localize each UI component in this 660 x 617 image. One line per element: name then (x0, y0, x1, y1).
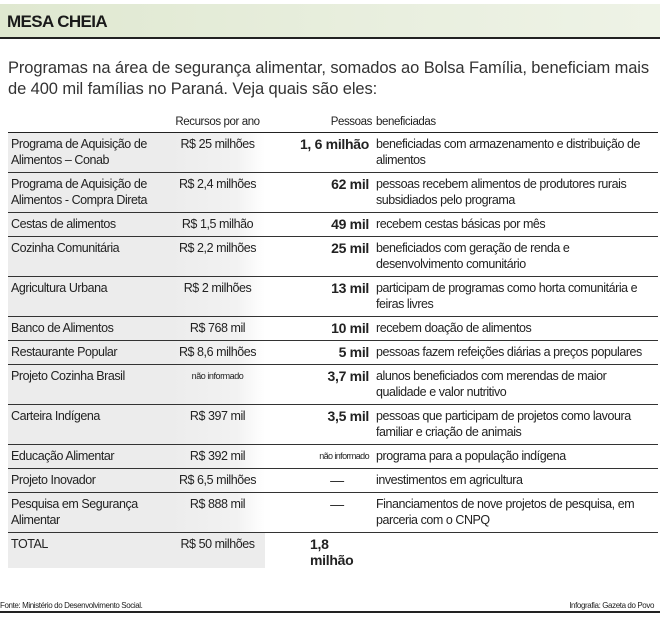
resources-cell: R$ 1,5 milhão (170, 213, 265, 236)
program-cell: Programa de Aquisição de Alimentos – Con… (8, 133, 170, 172)
program-cell: Cestas de alimentos (8, 213, 170, 236)
credit-note: Infografia: Gazeta do Povo (569, 601, 654, 610)
description-cell: Financiamentos de nove projetos de pesqu… (376, 497, 635, 527)
people-cell: — (330, 496, 344, 512)
total-resources: R$ 50 milhões (170, 533, 265, 568)
people-cell: 25 mil (331, 240, 369, 256)
description-cell: participam de programas como horta comun… (376, 281, 638, 311)
resources-cell: R$ 888 mil (170, 493, 265, 532)
people-cell: 49 mil (331, 216, 369, 232)
description-cell: investimentos em agricultura (376, 473, 523, 487)
description-cell: recebem cestas básicas por mês (376, 217, 546, 231)
program-cell: Projeto Inovador (8, 469, 170, 492)
resources-cell: R$ 768 mil (170, 317, 265, 340)
table-row: Projeto Inovador R$ 6,5 milhões — investime… (8, 469, 658, 493)
table-row: Programa de Aquisição de Alimentos - Com… (8, 173, 658, 213)
resources-cell: R$ 2,2 milhões (170, 237, 265, 276)
table-row: Pesquisa em Segurança Alimentar R$ 888 mi… (8, 493, 658, 533)
total-people: 1,8 milhão (310, 536, 354, 568)
resources-cell: R$ 25 milhões (170, 133, 265, 172)
resources-cell: R$ 6,5 milhões (170, 469, 265, 492)
total-row: TOTAL R$ 50 milhões 1,8 milhão (8, 533, 658, 568)
source-note: Fonte: Ministério do Desenvolvimento Soc… (0, 601, 143, 610)
program-cell: Carteira Indígena (8, 405, 170, 444)
programs-table: Recursos por ano Pessoas beneficiadas Pr… (8, 114, 658, 568)
description-cell: pessoas que participam de projetos como … (376, 409, 631, 439)
description-cell: beneficiados com geração de renda e dese… (376, 241, 570, 271)
people-cell: 62 mil (331, 176, 369, 192)
people-cell: 3,7 mil (327, 368, 370, 384)
program-cell: Projeto Cozinha Brasil (8, 365, 170, 404)
header-pessoas: Pessoas (330, 116, 373, 128)
bottom-divider (0, 611, 660, 613)
people-cell: 1, 6 milhão (299, 136, 369, 152)
program-cell: Pesquisa em Segurança Alimentar (8, 493, 170, 532)
table-row: Programa de Aquisição de Alimentos – Con… (8, 133, 658, 173)
resources-cell: R$ 2,4 milhões (170, 173, 265, 212)
table-row: Cestas de alimentos R$ 1,5 milhão 49 mil re… (8, 213, 658, 237)
title-bar: MESA CHEIA (0, 4, 660, 39)
table-row: Restaurante Popular R$ 8,6 milhões 5 mil pe… (8, 341, 658, 365)
people-cell: — (330, 472, 344, 488)
resources-cell: R$ 8,6 milhões (170, 341, 265, 364)
table-body: Programa de Aquisição de Alimentos – Con… (8, 133, 658, 533)
total-empty (372, 533, 658, 568)
resources-cell: R$ 392 mil (170, 445, 265, 468)
table-row: Educação Alimentar R$ 392 mil não informad… (8, 445, 658, 469)
program-cell: Restaurante Popular (8, 341, 170, 364)
header-beneficiadas: beneficiadas (376, 116, 436, 128)
table-row: Carteira Indígena R$ 397 mil 3,5 mil pessoa… (8, 405, 658, 445)
program-cell: Banco de Alimentos (8, 317, 170, 340)
description-cell: pessoas recebem alimentos de produtores … (376, 177, 627, 207)
description-cell: alunos beneficiados com merendas de maio… (376, 369, 607, 399)
description-cell: beneficiadas com armazenamento e distrib… (376, 137, 640, 167)
program-cell: Educação Alimentar (8, 445, 170, 468)
resources-cell: R$ 2 milhões (170, 277, 265, 316)
program-cell: Cozinha Comunitária (8, 237, 170, 276)
table-row: Projeto Cozinha Brasil não informado 3,7 m… (8, 365, 658, 405)
program-cell: Programa de Aquisição de Alimentos - Com… (8, 173, 170, 212)
people-cell: 10 mil (331, 320, 369, 336)
description-cell: programa para a população indígena (376, 449, 566, 463)
intro-text: Programas na área de segurança alimentar… (8, 59, 650, 98)
page-title: MESA CHEIA (7, 12, 108, 31)
table-row: Cozinha Comunitária R$ 2,2 milhões 25 mil b… (8, 237, 658, 277)
table-header: Recursos por ano Pessoas beneficiadas (8, 114, 658, 133)
header-recursos: Recursos por ano (175, 116, 260, 128)
resources-cell: não informado (170, 365, 265, 404)
people-cell: não informado (319, 451, 369, 461)
total-label: TOTAL (8, 533, 170, 568)
description-cell: recebem doação de alimentos (376, 321, 532, 335)
table-row: Agricultura Urbana R$ 2 milhões 13 mil part… (8, 277, 658, 317)
description-cell: pessoas fazem refeições diárias a preços… (376, 345, 642, 359)
program-cell: Agricultura Urbana (8, 277, 170, 316)
people-cell: 13 mil (331, 280, 369, 296)
people-cell: 3,5 mil (327, 408, 370, 424)
resources-cell: R$ 397 mil (170, 405, 265, 444)
people-cell: 5 mil (338, 344, 370, 360)
table-row: Banco de Alimentos R$ 768 mil 10 mil recebe… (8, 317, 658, 341)
